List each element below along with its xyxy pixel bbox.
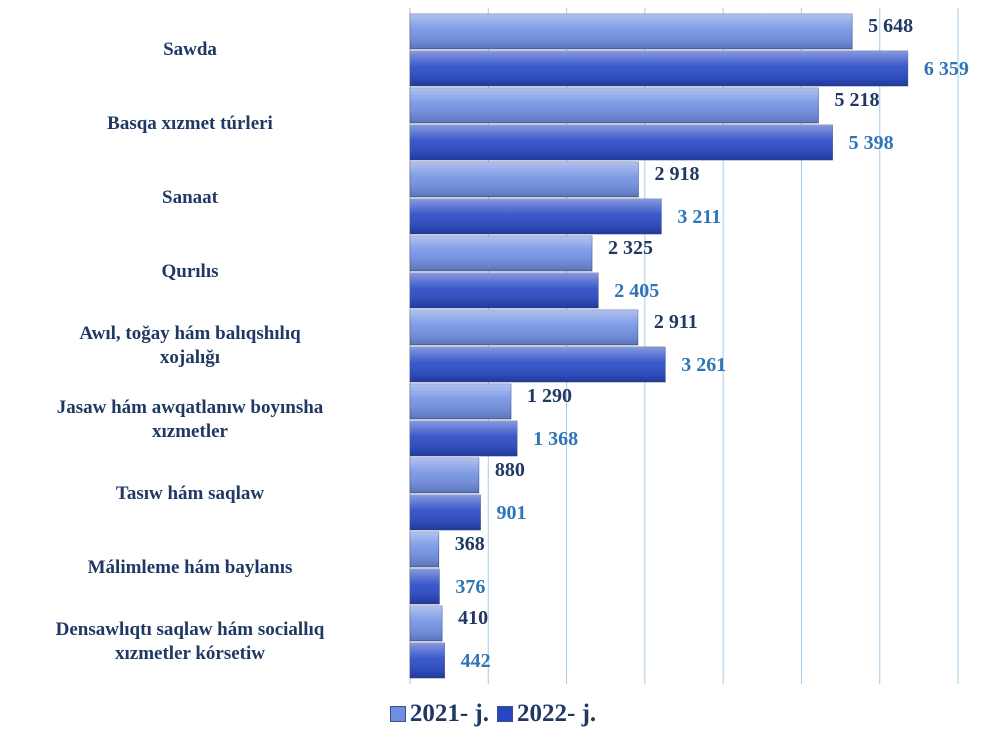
data-label: 5 398 (849, 132, 894, 154)
bar-shine (410, 162, 639, 197)
bar-shine (410, 88, 819, 123)
category-label: Málimleme hám baylanıs (87, 557, 293, 578)
data-label: 3 211 (677, 206, 721, 228)
bar-shine (410, 310, 638, 345)
category-label: Sanaat (162, 187, 218, 208)
legend-label: 2022- j. (517, 700, 597, 727)
category-label: Densawlıqtı saqlaw hám sociallıq xızmetl… (55, 619, 325, 664)
bar-shine (410, 458, 479, 493)
category-label: Awıl, toğay hám balıqshılıq xojalığı (79, 323, 301, 368)
legend-label: 2021- j. (409, 700, 489, 727)
data-label: 1 368 (533, 428, 578, 450)
data-label: 5 218 (834, 89, 879, 111)
data-label: 376 (455, 576, 485, 598)
data-label: 410 (458, 607, 488, 629)
legend-item: 2021- j. (389, 700, 489, 728)
legend-swatch (497, 706, 513, 722)
bar-shine (410, 347, 666, 382)
data-label: 901 (497, 502, 527, 524)
bar-shine (410, 606, 443, 641)
data-label: 3 261 (681, 354, 726, 376)
bar-shine (410, 14, 853, 49)
data-label: 368 (455, 533, 485, 555)
category-label: Qurılıs (161, 261, 219, 282)
bar-shine (410, 273, 599, 308)
data-label: 1 290 (527, 385, 572, 407)
data-label: 2 405 (614, 280, 659, 302)
data-label: 2 911 (654, 311, 698, 333)
bar-shine (410, 236, 593, 271)
bar-shine (410, 643, 445, 678)
data-label: 6 359 (924, 58, 969, 80)
data-label: 880 (495, 459, 525, 481)
category-label: Basqa xızmet túrleri (107, 113, 273, 134)
legend-swatch (389, 706, 406, 722)
legend-item: 2022- j. (497, 700, 596, 728)
bar-shine (410, 384, 511, 419)
bar-shine (410, 532, 439, 567)
data-label: 2 325 (608, 237, 653, 259)
bar-shine (410, 421, 518, 456)
bar-shine (410, 495, 481, 530)
legend: 2021- j. 2022- j. (0, 700, 986, 729)
data-label: 5 648 (868, 15, 913, 37)
bar-shine (410, 199, 662, 234)
category-label: Tasıw hám saqlaw (115, 483, 265, 504)
category-label: Jasaw hám awqatlanıw boyınsha xızmetler (56, 397, 324, 442)
category-label: Sawda (163, 39, 217, 60)
bar-shine (410, 569, 440, 604)
data-label: 2 918 (654, 163, 699, 185)
data-label: 442 (461, 650, 491, 672)
bar-shine (410, 51, 908, 86)
bar-shine (410, 125, 833, 160)
